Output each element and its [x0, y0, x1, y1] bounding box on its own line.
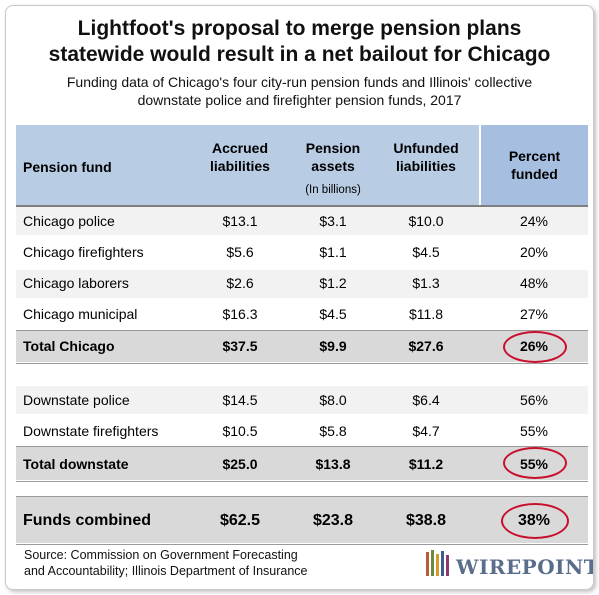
title-line-2: statewide would result in a net bailout …: [48, 43, 551, 66]
cell-unfunded: $6.4: [412, 392, 440, 408]
highlight-ring: [503, 447, 567, 479]
cell-unfunded: $11.2: [408, 456, 444, 472]
cell-percent: 24%: [519, 213, 549, 229]
cell-assets: $1.1: [319, 244, 347, 260]
cell-accrued: $13.1: [222, 213, 258, 229]
cell-accrued: $25.0: [222, 456, 258, 472]
units-note: (In billions): [305, 184, 361, 196]
header-band: [16, 125, 479, 205]
cell-fund: Chicago municipal: [23, 306, 138, 322]
cell-assets: $13.8: [315, 456, 351, 472]
rule: [16, 496, 588, 497]
cell-percent: 27%: [519, 306, 549, 322]
cell-accrued: $16.3: [222, 306, 258, 322]
cell-assets: $8.0: [319, 392, 347, 408]
cell-accrued: $10.5: [222, 423, 258, 439]
cell-assets: $5.8: [319, 423, 347, 439]
chart-subtitle: Funding data of Chicago's four city-run …: [6, 73, 593, 109]
cell-fund: Chicago laborers: [23, 275, 129, 291]
row-band: [16, 270, 588, 298]
cell-accrued: $5.6: [226, 244, 254, 260]
highlight-ring: [501, 503, 569, 539]
cell-fund: Chicago firefighters: [23, 244, 144, 260]
cell-unfunded: $4.5: [412, 244, 440, 260]
chart-panel: Lightfoot's proposal to merge pension pl…: [5, 5, 594, 590]
col-header-percent: Percent funded: [481, 147, 588, 183]
subtitle-line-1: Funding data of Chicago's four city-run …: [66, 74, 533, 90]
cell-accrued: $62.5: [219, 512, 261, 529]
cell-fund: Chicago police: [23, 213, 115, 229]
col-header-accrued-line2: liabilities: [210, 158, 270, 174]
rule: [16, 544, 588, 545]
cell-percent: 55%: [519, 423, 549, 439]
cell-unfunded: $38.8: [405, 512, 447, 529]
cell-fund: Funds combined: [23, 512, 151, 529]
rule: [16, 446, 588, 447]
source-note: Source: Commission on Government Forecas…: [24, 547, 308, 579]
col-header-assets-line1: Pension: [305, 140, 361, 156]
cell-accrued: $2.6: [226, 275, 254, 291]
row-band: [16, 207, 588, 235]
cell-fund: Total downstate: [23, 456, 129, 472]
col-header-percent-line2: funded: [511, 166, 558, 182]
col-header-unfunded-line2: liabilities: [396, 158, 456, 174]
cell-percent: 56%: [519, 392, 549, 408]
wirepoints-logo-text: WIREPOINTS: [456, 555, 593, 579]
chart-title: Lightfoot's proposal to merge pension pl…: [6, 16, 593, 68]
wirepoints-logo-mark: [426, 550, 449, 576]
cell-percent: 20%: [519, 244, 549, 260]
cell-assets: $23.8: [312, 512, 354, 529]
cell-fund: Downstate firefighters: [23, 423, 159, 439]
cell-accrued: $37.5: [222, 338, 258, 354]
cell-assets: $9.9: [319, 338, 347, 354]
header-band-percent: [481, 125, 588, 205]
row-band: [16, 386, 588, 414]
col-header-unfunded-line1: Unfunded: [393, 140, 459, 156]
col-header-assets: Pension assets: [283, 139, 383, 175]
wirepoints-logo: WIREPOINTS: [422, 548, 593, 580]
cell-unfunded: $10.0: [408, 213, 444, 229]
col-header-accrued: Accrued liabilities: [190, 139, 290, 175]
col-header-fund: Pension fund: [23, 159, 112, 175]
cell-unfunded: $1.3: [412, 275, 440, 291]
source-line-1: Source: Commission on Government Forecas…: [24, 548, 298, 562]
cell-assets: $3.1: [319, 213, 347, 229]
rule: [16, 363, 588, 364]
col-header-accrued-line1: Accrued: [211, 140, 269, 156]
col-header-percent-line1: Percent: [508, 148, 561, 164]
cell-unfunded: $27.6: [408, 338, 444, 354]
rule: [16, 481, 588, 482]
cell-assets: $1.2: [319, 275, 347, 291]
col-header-assets-line2: assets: [311, 158, 355, 174]
source-line-2: and Accountability; Illinois Department …: [24, 564, 308, 578]
subtitle-line-2: downstate police and firefighter pension…: [137, 92, 462, 108]
total-band: [16, 447, 588, 480]
cell-unfunded: $11.8: [409, 306, 443, 322]
combined-band: [16, 497, 588, 543]
cell-assets: $4.5: [319, 306, 347, 322]
cell-accrued: $14.5: [222, 392, 258, 408]
rule: [16, 330, 588, 331]
title-line-1: Lightfoot's proposal to merge pension pl…: [77, 17, 522, 40]
cell-fund: Downstate police: [23, 392, 130, 408]
total-band: [16, 331, 588, 362]
highlight-ring: [503, 331, 567, 363]
cell-fund: Total Chicago: [23, 338, 115, 354]
cell-unfunded: $4.7: [412, 423, 440, 439]
header-rule: [16, 205, 588, 207]
col-header-unfunded: Unfunded liabilities: [371, 139, 481, 175]
cell-percent: 48%: [519, 275, 549, 291]
